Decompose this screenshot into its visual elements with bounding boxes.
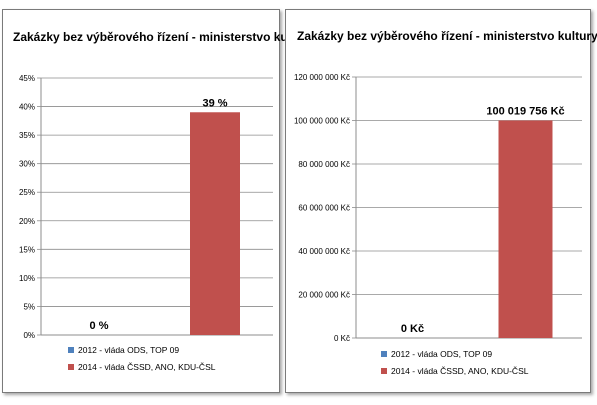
legend-swatch bbox=[381, 368, 387, 374]
y-tick-label: 100 000 000 Kč bbox=[294, 117, 350, 126]
data-label: 0 % bbox=[90, 320, 109, 332]
y-tick-label: 10% bbox=[19, 274, 35, 283]
y-tick-label: 120 000 000 Kč bbox=[294, 73, 350, 82]
data-label: 39 % bbox=[202, 97, 227, 109]
y-tick-label: 35% bbox=[19, 131, 35, 140]
y-tick-label: 20% bbox=[19, 217, 35, 226]
legend-swatch bbox=[381, 351, 387, 357]
y-tick-label: 60 000 000 Kč bbox=[298, 204, 350, 213]
bar bbox=[498, 120, 553, 338]
chart-title: Zakázky bez výběrového řízení - minister… bbox=[297, 29, 597, 43]
chart-panel-percent: Zakázky bez výběrového řízení - minister… bbox=[2, 9, 314, 393]
y-tick-label: 25% bbox=[19, 188, 35, 197]
legend-swatch bbox=[68, 364, 74, 370]
y-tick-label: 20 000 000 Kč bbox=[298, 291, 350, 300]
y-tick-label: 45% bbox=[19, 74, 35, 83]
y-tick-label: 0% bbox=[23, 331, 35, 340]
amount-chart: Zakázky bez výběrového řízení - minister… bbox=[294, 29, 597, 376]
y-tick-label: 80 000 000 Kč bbox=[298, 160, 350, 169]
legend-swatch bbox=[68, 347, 74, 353]
legend-label: 2014 - vláda ČSSD, ANO, KDU-ČSL bbox=[391, 366, 529, 376]
bar bbox=[190, 112, 240, 336]
data-label: 100 019 756 Kč bbox=[486, 105, 564, 117]
y-tick-label: 40 000 000 Kč bbox=[298, 247, 350, 256]
y-tick-label: 0 Kč bbox=[334, 334, 350, 343]
percent-chart: Zakázky bez výběrového řízení - minister… bbox=[13, 30, 314, 372]
y-tick-label: 30% bbox=[19, 160, 35, 169]
legend-label: 2012 - vláda ODS, TOP 09 bbox=[78, 345, 179, 355]
legend-label: 2012 - vláda ODS, TOP 09 bbox=[391, 349, 492, 359]
data-label: 0 Kč bbox=[401, 323, 424, 335]
chart-panel-amount: Zakázky bez výběrového řízení - minister… bbox=[285, 9, 597, 393]
legend-label: 2014 - vláda ČSSD, ANO, KDU-ČSL bbox=[78, 362, 216, 372]
chart-title: Zakázky bez výběrového řízení - minister… bbox=[13, 30, 314, 44]
y-tick-label: 15% bbox=[19, 245, 35, 254]
y-tick-label: 5% bbox=[23, 302, 35, 311]
y-tick-label: 40% bbox=[19, 103, 35, 112]
